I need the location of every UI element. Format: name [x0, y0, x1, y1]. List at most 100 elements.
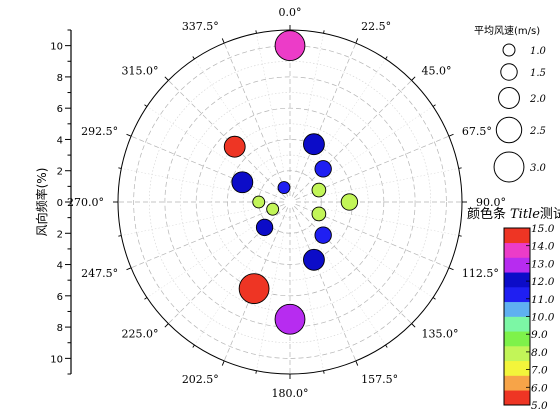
minor-radial-line [146, 106, 265, 185]
angle-tick-label: 225.0° [121, 328, 158, 341]
bubble-point [311, 206, 327, 222]
bubble-point [223, 135, 246, 158]
bubble-point [314, 160, 332, 178]
colorbar-segment [504, 346, 530, 362]
angle-tick-mark [144, 104, 148, 107]
angle-tick-mark [126, 133, 132, 137]
radial-grid-line [291, 42, 357, 197]
angle-tick-label: 270.0° [67, 196, 104, 209]
radial-axis-tick-label: 0 [57, 198, 63, 209]
angle-tick-label: 202.5° [182, 373, 219, 386]
colorbar-title-italic: Title [510, 207, 540, 222]
angle-tick-mark [448, 133, 454, 137]
minor-radial-line [307, 227, 386, 346]
colorbar-segment [504, 228, 530, 244]
angle-tick-label: 292.5° [81, 125, 118, 138]
minor-radial-line [320, 207, 459, 236]
angle-tick-mark [458, 167, 462, 169]
radial-axis-tick-label: 6 [57, 104, 63, 115]
angle-tick-label: 0.0° [279, 6, 302, 19]
angle-tick-mark [118, 235, 122, 237]
angle-tick-label: 337.5° [182, 20, 219, 33]
angle-tick-mark [144, 297, 148, 300]
angle-tick-label: 315.0° [121, 64, 158, 77]
colorbar-tick-label: 12.0 [531, 276, 555, 288]
size-legend-label: 2.5 [529, 126, 546, 137]
colorbar-title: 颜色条 Title测试 [467, 206, 560, 222]
angle-tick-label: 67.5° [462, 125, 492, 138]
colorbar-tick-label: 9.0 [531, 329, 548, 341]
radial-axis-tick-label: 4 [57, 261, 63, 272]
bubble-point [274, 30, 306, 62]
radial-axis-tick-label: 2 [57, 229, 63, 240]
colorbar-segment [504, 272, 530, 288]
angle-tick-mark [411, 76, 416, 81]
radial-axis-tick-label: 2 [57, 167, 63, 178]
radial-axis-tick-label: 8 [57, 73, 63, 84]
angle-tick-mark [255, 370, 257, 374]
major-grid-ring [195, 107, 385, 297]
angle-tick-mark [221, 38, 225, 44]
colorbar-tick-label: 10.0 [531, 312, 555, 324]
angle-tick-labels: 0.0° 22.5° 45.0° 67.5° 90.0° 112.5° 135.0° 157.… [67, 6, 506, 400]
size-legend-label: 3.0 [530, 163, 547, 174]
bubble-point [277, 181, 291, 194]
angle-tick-mark [355, 38, 359, 44]
angle-tick-mark [192, 344, 195, 348]
radial-axis-tick-label: 10 [50, 354, 63, 365]
bubble-point [314, 226, 332, 244]
angle-tick-mark [355, 360, 359, 366]
minor-radial-line [194, 227, 273, 346]
colorbar: 颜色条 Title测试 5.0 6.0 7.0 8.0 9.0 10.0 11.0 12.0 13… [467, 206, 560, 412]
colorbar-tick-label: 14.0 [531, 241, 555, 253]
colorbar-segment [504, 360, 530, 376]
angle-tick-mark [255, 30, 257, 34]
angle-tick-mark [192, 56, 195, 60]
colorbar-tick-label: 13.0 [531, 258, 555, 270]
y-axis-label: 风向频率(%) [34, 168, 49, 237]
radial-grid-line [223, 42, 289, 197]
radial-grid-line [130, 135, 285, 201]
size-legend-label: 1.0 [530, 46, 547, 57]
bubble-point [255, 218, 274, 237]
colorbar-segment [504, 301, 530, 317]
colorbar-tick-label: 11.0 [531, 294, 555, 306]
angle-tick-mark [323, 370, 325, 374]
radial-grid-line [130, 203, 285, 269]
minor-radial-line [121, 168, 260, 197]
minor-radial-line [315, 106, 434, 185]
colorbar-segment [504, 390, 530, 406]
major-grid-ring [227, 139, 353, 265]
colorbar-segment [504, 316, 530, 332]
radial-axis-tick-label: 4 [57, 135, 63, 146]
minor-radial-line [315, 219, 434, 298]
radial-axis: 0 2 2 4 4 6 6 8 8 10 10 [50, 29, 72, 375]
angle-tick-label: 112.5° [462, 267, 499, 280]
minor-radial-line [121, 207, 260, 236]
angle-tick-label: 45.0° [422, 64, 452, 77]
angle-tick-label: 180.0° [272, 387, 309, 400]
angle-tick-mark [221, 360, 225, 366]
angle-tick-mark [448, 267, 454, 271]
angle-tick-mark [411, 323, 416, 328]
colorbar-segment [504, 375, 530, 391]
bubble-point [340, 193, 359, 211]
size-legend-label: 1.5 [530, 68, 546, 79]
bubble-point [231, 171, 254, 194]
minor-radial-line [320, 168, 459, 197]
bubble-point [303, 248, 325, 271]
radial-grid-line [293, 80, 412, 199]
angle-tick-mark [385, 344, 388, 348]
size-legend-bubble [502, 43, 516, 57]
colorbar-title-suffix: 测试 [540, 207, 560, 222]
angle-tick-mark [458, 235, 462, 237]
minor-radial-line [256, 33, 285, 172]
angle-tick-mark [126, 267, 132, 271]
bubble-point [274, 303, 306, 335]
size-legend-bubble [495, 116, 523, 144]
size-legend-bubble [493, 151, 525, 183]
colorbar-segment [504, 331, 530, 347]
colorbar-tick-label: 5.0 [531, 400, 548, 412]
